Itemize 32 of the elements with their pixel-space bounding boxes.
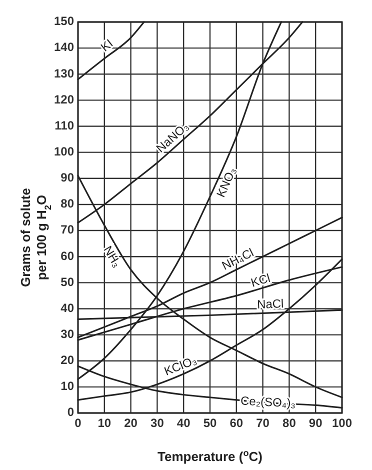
y-tick-label: 80: [60, 196, 74, 211]
y-tick-label: 20: [60, 353, 74, 368]
x-tick-label: 70: [256, 416, 270, 430]
text: KI: [98, 36, 116, 54]
y-tick-label: 10: [60, 379, 74, 394]
text: KCl: [249, 270, 272, 290]
x-tick-label: 80: [282, 416, 296, 430]
x-tick-label: 10: [98, 416, 112, 430]
y-tick-label: 120: [54, 92, 74, 106]
x-axis-title: Temperature ($^{o}$C): [157, 448, 263, 464]
text: KNO₃: [214, 165, 239, 200]
x-tick-label: 40: [176, 416, 191, 430]
y-tick-label: 60: [60, 248, 74, 263]
y-tick-label: 50: [60, 274, 74, 289]
y-tick-label: 130: [54, 66, 74, 80]
y-tick-label: 40: [60, 300, 74, 315]
x-tick-label: 50: [203, 416, 217, 430]
y-tick-label: 100: [54, 144, 74, 159]
y-tick-label: 110: [54, 118, 74, 132]
x-tick-label: 90: [308, 416, 323, 430]
series-label: NaCl: [256, 296, 284, 312]
x-tick-label: 20: [124, 416, 138, 430]
y-tick-label: 90: [60, 170, 74, 185]
x-tick-label: 60: [230, 416, 244, 430]
x-tick-label: 30: [150, 416, 164, 430]
y-tick-label: 0: [67, 405, 74, 420]
y-tick-label: 30: [60, 326, 74, 341]
x-tick-label: 100: [332, 416, 352, 430]
y-tick-label: 140: [54, 40, 74, 54]
y-tick-label: 70: [60, 222, 74, 237]
text: KClO₃: [162, 352, 199, 378]
y-tick-label: 150: [54, 14, 74, 28]
